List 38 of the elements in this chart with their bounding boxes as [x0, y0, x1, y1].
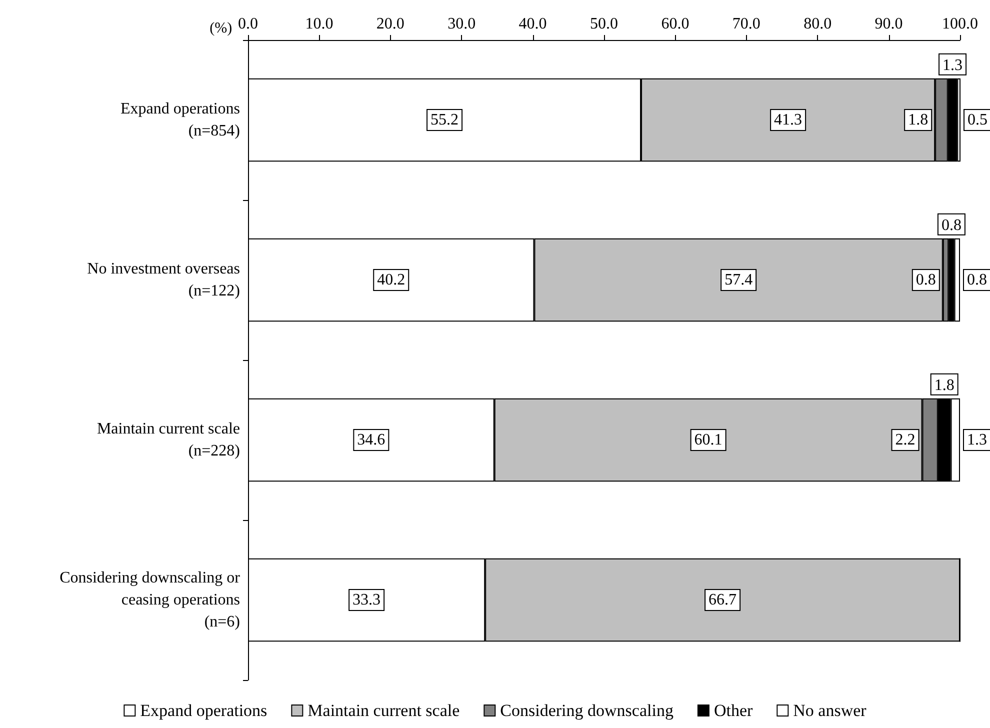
x-tick-label: 50.0	[590, 16, 618, 32]
data-label: 1.3	[967, 432, 987, 448]
x-tick-label: 0.0	[238, 16, 258, 32]
data-label: 1.3	[942, 56, 963, 74]
data-label: 66.7	[708, 592, 737, 608]
data-label: 1.8	[908, 112, 928, 128]
x-tick-label: 70.0	[732, 16, 760, 32]
y-tick-label: Maintain current scale (n=228)	[96, 420, 240, 460]
y-tick-label: Considering downscaling or ceasing operations (n=6)	[60, 570, 241, 630]
data-label: 0.8	[967, 272, 987, 288]
data-label: 57.4	[724, 272, 753, 288]
data-label: 41.3	[774, 112, 802, 128]
legend-label: Considering downscaling	[500, 701, 674, 720]
data-label: 34.6	[357, 432, 386, 448]
legend-label: No answer	[793, 701, 867, 720]
x-tick-label: 60.0	[661, 16, 690, 32]
y-tick-label: Expand operations (n=854)	[120, 100, 240, 140]
data-label: 0.5	[968, 112, 988, 128]
y-tick-label: No investment overseas (n=122)	[87, 260, 240, 300]
x-axis-title: (%)	[210, 20, 232, 36]
data-label: 60.1	[694, 432, 722, 448]
x-tick-label: 80.0	[804, 16, 832, 32]
x-tick-label: 20.0	[376, 16, 404, 32]
data-label: 33.3	[352, 592, 381, 608]
data-label: 1.8	[934, 376, 954, 394]
legend-label: Maintain current scale	[308, 701, 460, 720]
data-label: 55.2	[430, 112, 459, 128]
x-tick-label: 30.0	[448, 16, 476, 32]
x-tick-label: 90.0	[874, 16, 903, 32]
x-tick-label: 100.0	[942, 16, 978, 32]
x-tick-label: 10.0	[305, 16, 334, 32]
legend-label: Other	[714, 701, 753, 720]
data-label: 2.2	[895, 432, 916, 448]
data-label: 0.8	[916, 272, 936, 288]
data-label: 40.2	[377, 272, 406, 288]
x-tick-label: 40.0	[518, 16, 547, 32]
legend-label: Expand operations	[140, 701, 268, 720]
data-label: 0.8	[941, 216, 962, 234]
